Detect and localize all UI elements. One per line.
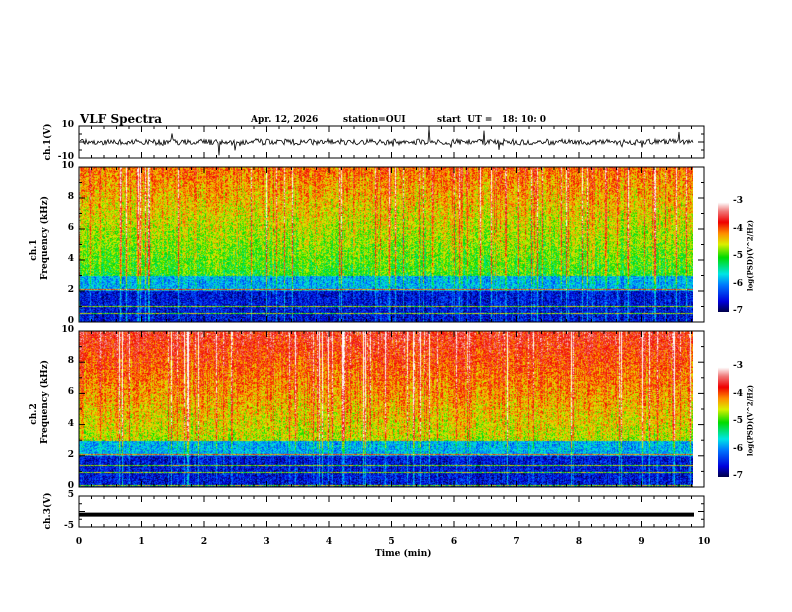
y-tick-label: 6 bbox=[67, 223, 74, 233]
y-tick-label: 10 bbox=[61, 120, 74, 130]
x-tick-label: 5 bbox=[388, 537, 395, 547]
colorbar-tick-label: -3 bbox=[733, 361, 743, 371]
panel-frame bbox=[78, 166, 705, 323]
x-tick-label: 7 bbox=[513, 537, 520, 547]
colorbar-ch2-label: log(PSD)(V^2/Hz) bbox=[745, 384, 755, 457]
ch2-label: ch.2 bbox=[29, 403, 39, 425]
ch2-spec-ylabel: ch.2 Frequency (kHz) bbox=[29, 359, 51, 444]
y-tick-label: 10 bbox=[61, 325, 74, 335]
ch1-label: ch.1 bbox=[29, 239, 39, 261]
y-tick-label: 0 bbox=[67, 481, 74, 491]
y-tick-label: 4 bbox=[67, 254, 74, 264]
x-tick-label: 3 bbox=[263, 537, 270, 547]
panel-frame bbox=[78, 330, 705, 488]
date-label: Apr. 12, 2026 bbox=[251, 115, 319, 125]
y-tick-label: 6 bbox=[67, 387, 74, 398]
x-tick-label: 0 bbox=[75, 537, 83, 547]
y-tick-label: 5 bbox=[67, 490, 74, 500]
colorbar-ch2 bbox=[718, 367, 729, 477]
colorbar-tick-label: -4 bbox=[733, 388, 743, 399]
ch2-spectrogram bbox=[79, 331, 693, 487]
start-time-label: start UT = 18: 10: 0 bbox=[437, 115, 547, 125]
colorbar-tick-label: -5 bbox=[733, 251, 743, 261]
x-tick-label: 2 bbox=[200, 537, 208, 547]
x-tick-label: 4 bbox=[325, 537, 333, 547]
y-tick-label: -5 bbox=[64, 521, 74, 531]
x-tick-label: 1 bbox=[138, 537, 145, 547]
y-tick-label: -10 bbox=[57, 152, 74, 162]
colorbar-tick-label: -7 bbox=[733, 471, 743, 481]
figure-title: VLF Spectra bbox=[80, 112, 163, 126]
y-tick-label: 8 bbox=[67, 192, 74, 202]
colorbar-tick-label: -4 bbox=[733, 223, 743, 234]
y-tick-label: 2 bbox=[67, 285, 74, 295]
colorbar-tick-label: -6 bbox=[733, 443, 743, 454]
colorbar-ch1 bbox=[718, 202, 729, 312]
x-tick-label: 8 bbox=[575, 537, 583, 547]
frequency-label: Frequency (kHz) bbox=[40, 195, 50, 280]
frequency-label: Frequency (kHz) bbox=[40, 359, 50, 444]
y-tick-label: 0 bbox=[67, 316, 74, 326]
ch1-ylabel: ch.1(V) bbox=[43, 123, 53, 161]
ch1-spectrogram bbox=[79, 167, 693, 322]
y-tick-label: 10 bbox=[61, 161, 74, 171]
colorbar-tick-label: -3 bbox=[733, 196, 743, 206]
y-tick-label: 4 bbox=[67, 418, 74, 429]
colorbar-tick-label: -6 bbox=[733, 278, 743, 289]
y-tick-label: 2 bbox=[67, 449, 74, 460]
colorbar-tick-label: -5 bbox=[733, 416, 743, 426]
colorbar-ch1-label: log(PSD)(V^2/Hz) bbox=[745, 219, 755, 292]
y-tick-label: 8 bbox=[67, 356, 74, 367]
x-tick-label: 10 bbox=[697, 537, 711, 547]
ch3-ylabel: ch.3(V) bbox=[43, 492, 53, 530]
station-label: station=OUI bbox=[343, 115, 406, 125]
ch1-trace bbox=[79, 127, 694, 156]
ch1-spec-ylabel: ch.1 Frequency (kHz) bbox=[29, 195, 51, 280]
colorbar-tick-label: -7 bbox=[733, 306, 743, 316]
x-tick-label: 6 bbox=[450, 537, 458, 547]
x-axis-label: Time (min) bbox=[375, 549, 432, 559]
x-tick-label: 9 bbox=[638, 537, 645, 547]
